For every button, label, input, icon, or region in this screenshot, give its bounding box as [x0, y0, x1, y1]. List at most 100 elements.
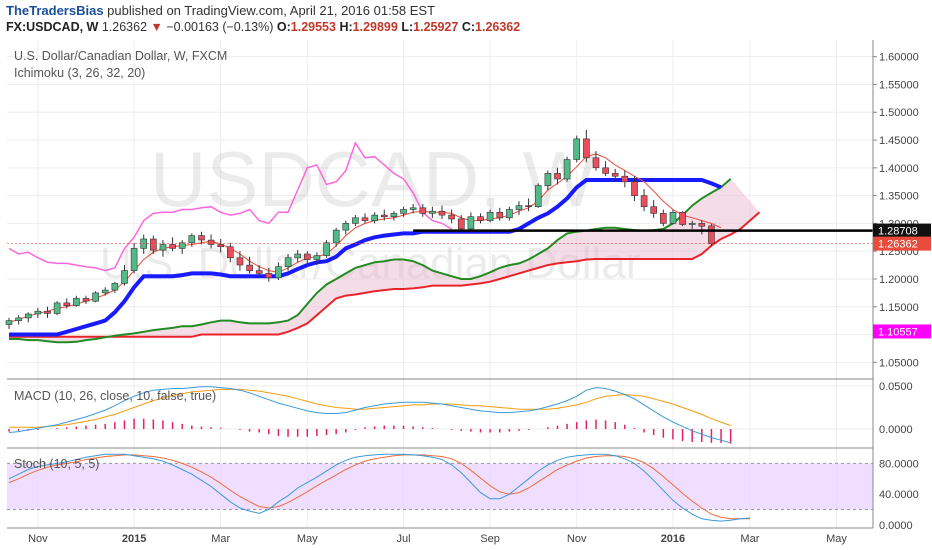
- price-label-box-0: [873, 223, 931, 238]
- candle: [24, 313, 32, 319]
- time-tick-label: 2015: [122, 533, 146, 545]
- candle: [313, 255, 321, 260]
- price-tick-label: 1.45000: [879, 135, 919, 147]
- stoch-tick-label: 40.0000: [879, 489, 919, 501]
- candle: [284, 257, 292, 268]
- candle: [400, 209, 407, 214]
- published-info: published on TradingView.com, April 21, …: [107, 3, 436, 18]
- candle: [563, 159, 571, 180]
- symbol-label: FX:USDCAD, W: [6, 20, 99, 34]
- candle: [506, 209, 513, 219]
- time-tick-label: May: [297, 533, 318, 545]
- price-tick-label: 1.40000: [879, 163, 919, 175]
- macd-signal-line: [9, 388, 731, 428]
- candle: [486, 212, 494, 221]
- base-line: [9, 178, 722, 337]
- candle: [34, 310, 42, 315]
- price-change: −0.00163 (−0.13%): [166, 20, 274, 34]
- candle: [352, 217, 359, 224]
- down-arrow-icon: ▼: [150, 20, 163, 34]
- price-tick-label: 1.35000: [879, 191, 919, 203]
- candle: [640, 195, 648, 208]
- candle: [44, 310, 51, 314]
- candle: [15, 317, 22, 321]
- low-value: 1.25927: [413, 20, 459, 34]
- price-label: 1.28708: [878, 226, 918, 238]
- candle: [73, 298, 80, 306]
- candle: [159, 244, 167, 251]
- time-tick-label: Mar: [211, 533, 230, 545]
- candle: [419, 207, 427, 214]
- candle: [198, 235, 205, 241]
- candle: [659, 213, 667, 224]
- macd-tick-label: 0.0500: [879, 381, 913, 393]
- candle: [554, 173, 561, 180]
- candle: [650, 206, 658, 214]
- close-label: C:: [461, 20, 476, 34]
- last-price: 1.26362: [101, 20, 148, 34]
- candle: [477, 216, 484, 221]
- stoch-band-fill: [7, 463, 873, 510]
- candle: [236, 257, 244, 266]
- candle: [275, 266, 282, 279]
- candle: [429, 210, 436, 214]
- time-tick-label: Jul: [396, 533, 410, 545]
- candle: [525, 205, 532, 208]
- close-value: 1.26362: [475, 20, 521, 34]
- time-tick-label: Sep: [480, 533, 500, 545]
- candle: [688, 223, 696, 225]
- price-tick-label: 1.15000: [879, 302, 919, 314]
- time-tick-label: 2016: [661, 533, 685, 545]
- time-tick-label: Nov: [28, 533, 48, 545]
- candle: [698, 223, 706, 227]
- candle: [708, 225, 715, 244]
- candle: [150, 238, 157, 251]
- candle: [467, 216, 475, 230]
- ohlc-header: FX:USDCAD, W 1.26362 ▼ −0.00163 (−0.13%)…: [6, 20, 520, 34]
- candle: [534, 185, 542, 208]
- leading-span-a-line: [9, 178, 732, 344]
- candle: [82, 298, 90, 302]
- candle: [515, 205, 523, 210]
- stoch-d-line: [8, 454, 750, 520]
- lagging-span-line: [8, 141, 452, 272]
- low-label: L:: [401, 20, 414, 34]
- open-value: 1.29553: [290, 20, 336, 34]
- candle: [303, 253, 311, 260]
- high-value: 1.29899: [352, 20, 398, 34]
- macd-line: [8, 386, 731, 444]
- high-label: H:: [339, 20, 353, 34]
- candle: [121, 270, 128, 284]
- price-label-box-2: [873, 324, 931, 339]
- open-label: O:: [276, 20, 291, 34]
- chart-canvas[interactable]: USDCAD, WU.S. Dollar/Canadian DollarU.S.…: [0, 40, 932, 550]
- candle: [227, 246, 234, 259]
- indicator-title: Ichimoku (3, 26, 32, 20): [14, 66, 145, 80]
- leading-span-b-line: [9, 211, 761, 338]
- price-tick-label: 1.05000: [879, 357, 919, 369]
- candle: [178, 242, 186, 249]
- candle: [631, 181, 638, 196]
- candle: [361, 217, 369, 221]
- candle: [573, 138, 581, 160]
- candle: [611, 173, 619, 177]
- candle: [188, 235, 196, 244]
- publisher-name[interactable]: TheTradersBias: [6, 3, 104, 18]
- candle: [409, 207, 417, 210]
- candle: [255, 270, 263, 274]
- candle: [438, 210, 446, 216]
- candle: [679, 212, 686, 225]
- chart-title: U.S. Dollar/Canadian Dollar, W, FXCM: [14, 49, 227, 63]
- price-tick-label: 1.50000: [879, 107, 919, 119]
- candle: [592, 157, 600, 169]
- stoch-tick-label: 80.0000: [879, 458, 919, 470]
- price-label: 1.26362: [878, 239, 918, 251]
- candle: [92, 292, 99, 302]
- candle: [63, 302, 71, 306]
- price-tick-label: 1.60000: [879, 52, 919, 64]
- candle: [544, 173, 552, 186]
- stoch-tick-label: 0.0000: [879, 520, 913, 532]
- candle: [457, 218, 465, 230]
- candle: [217, 244, 224, 248]
- published-header: TheTradersBias published on TradingView.…: [6, 3, 435, 18]
